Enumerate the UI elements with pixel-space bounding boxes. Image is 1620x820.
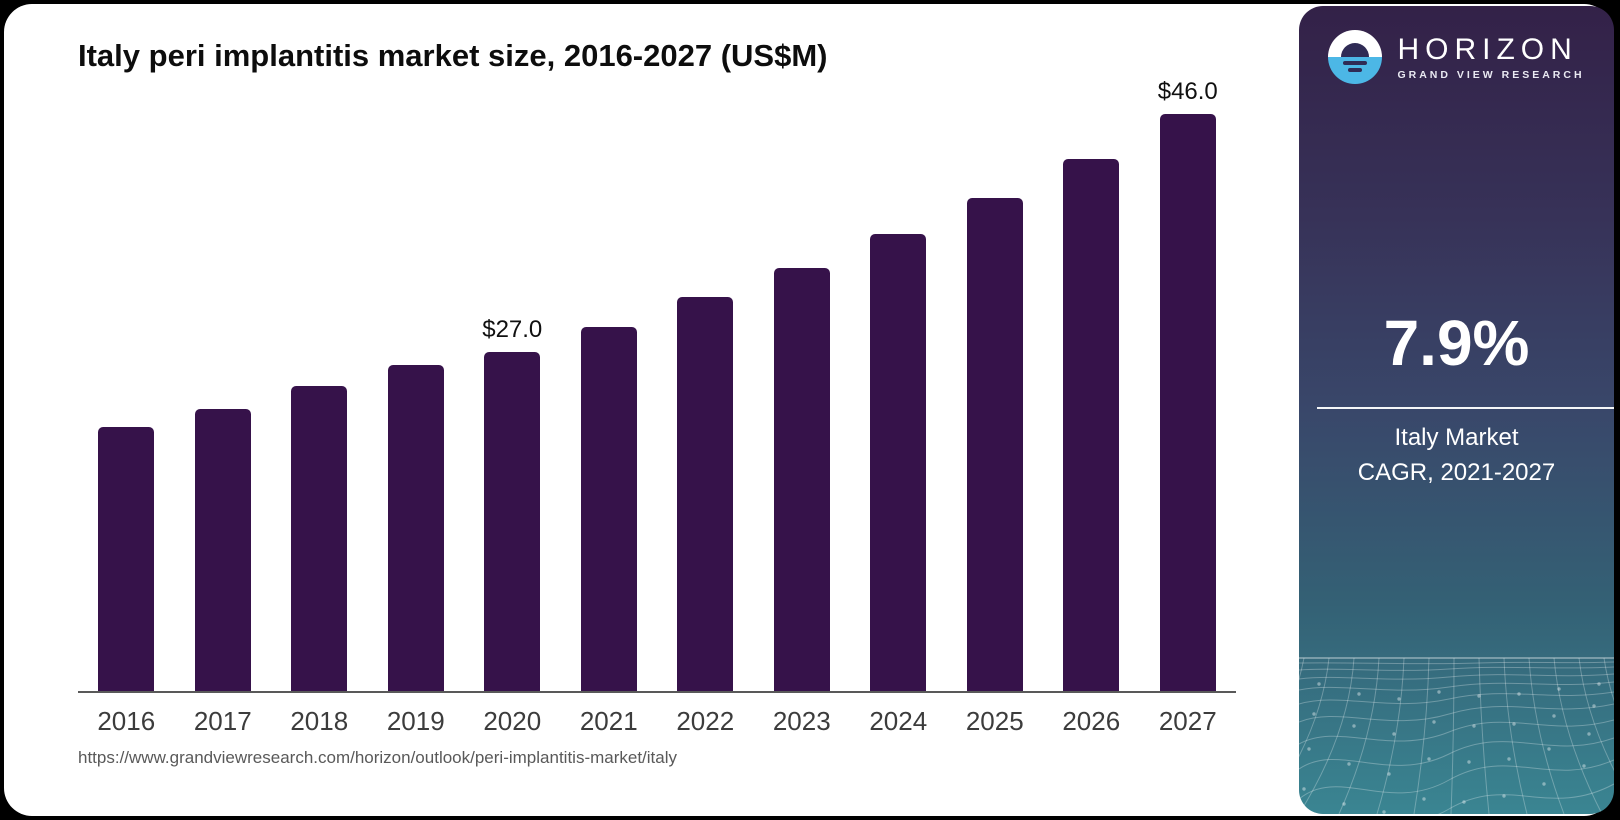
cagr-label-line1: Italy Market (1394, 424, 1519, 451)
bar-chart: $27.0 $46.0 2016 2017 2018 2019 2020 2021 2022 2… (78, 78, 1236, 737)
x-tick-2024: 2024 (869, 706, 928, 736)
x-tick-2017: 2017 (193, 706, 252, 736)
bar-2016 (98, 427, 155, 691)
bar-column-2020: $27.0 (464, 316, 561, 691)
x-tick-2021: 2021 (579, 706, 638, 736)
bar-column-2017 (175, 409, 272, 691)
bar-2021 (580, 327, 637, 691)
bar-column-2022 (657, 297, 754, 691)
bar-2020 (484, 352, 541, 691)
brand-tagline: GRAND VIEW RESEARCH (1397, 68, 1585, 81)
x-tick-2018: 2018 (290, 706, 349, 736)
bar-column-2026 (1043, 159, 1140, 691)
chart-title: Italy peri implantitis market size, 2016… (78, 38, 828, 73)
bar-2026 (1063, 159, 1120, 691)
x-tick-2016: 2016 (97, 706, 156, 736)
source-url: https://www.grandviewresearch.com/horizo… (78, 748, 678, 767)
cagr-label: Italy Market CAGR, 2021-2027 (1299, 420, 1614, 490)
bar-value-label-2027: $46.0 (1157, 78, 1218, 105)
cagr-label-line2: CAGR, 2021-2027 (1357, 459, 1556, 486)
cagr-value: 7.9% (1383, 307, 1530, 379)
brand-name: HORIZON (1397, 32, 1578, 66)
bar-2023 (773, 268, 830, 691)
bar-column-2018 (271, 386, 368, 691)
brand-sidebar: HORIZON GRAND VIEW RESEARCH 7.9% Italy M… (1299, 6, 1614, 814)
bar-2017 (194, 409, 251, 691)
wireframe-mesh-graphic (1299, 657, 1614, 814)
x-tick-2027: 2027 (1158, 706, 1217, 736)
bar-column-2025 (947, 198, 1044, 691)
x-tick-2019: 2019 (386, 706, 445, 736)
bar-2018 (291, 386, 348, 691)
bar-2024 (870, 234, 927, 691)
bar-2025 (966, 198, 1023, 691)
bar-column-2019 (368, 365, 465, 691)
x-tick-2026: 2026 (1062, 706, 1121, 736)
bar-2022 (677, 297, 734, 691)
bar-value-label-2020: $27.0 (482, 316, 543, 343)
bar-column-2023 (754, 268, 851, 691)
bar-2019 (387, 365, 444, 691)
bar-column-2027: $46.0 (1140, 78, 1237, 691)
x-tick-2025: 2025 (965, 706, 1024, 736)
bar-2027 (1159, 114, 1216, 691)
ticks-row: 2016 2017 2018 2019 2020 2021 2022 2023 2024 2025… (78, 693, 1236, 737)
bars-row: $27.0 $46.0 (78, 78, 1236, 693)
x-tick-2023: 2023 (772, 706, 831, 736)
bar-column-2024 (850, 234, 947, 691)
x-tick-2022: 2022 (676, 706, 735, 736)
brand-logo: HORIZON GRAND VIEW RESEARCH (1299, 30, 1614, 84)
stat-divider (1317, 407, 1614, 409)
bar-column-2021 (561, 327, 658, 691)
bar-column-2016 (78, 427, 175, 691)
x-tick-2020: 2020 (483, 706, 542, 736)
horizon-sun-icon (1328, 30, 1383, 84)
